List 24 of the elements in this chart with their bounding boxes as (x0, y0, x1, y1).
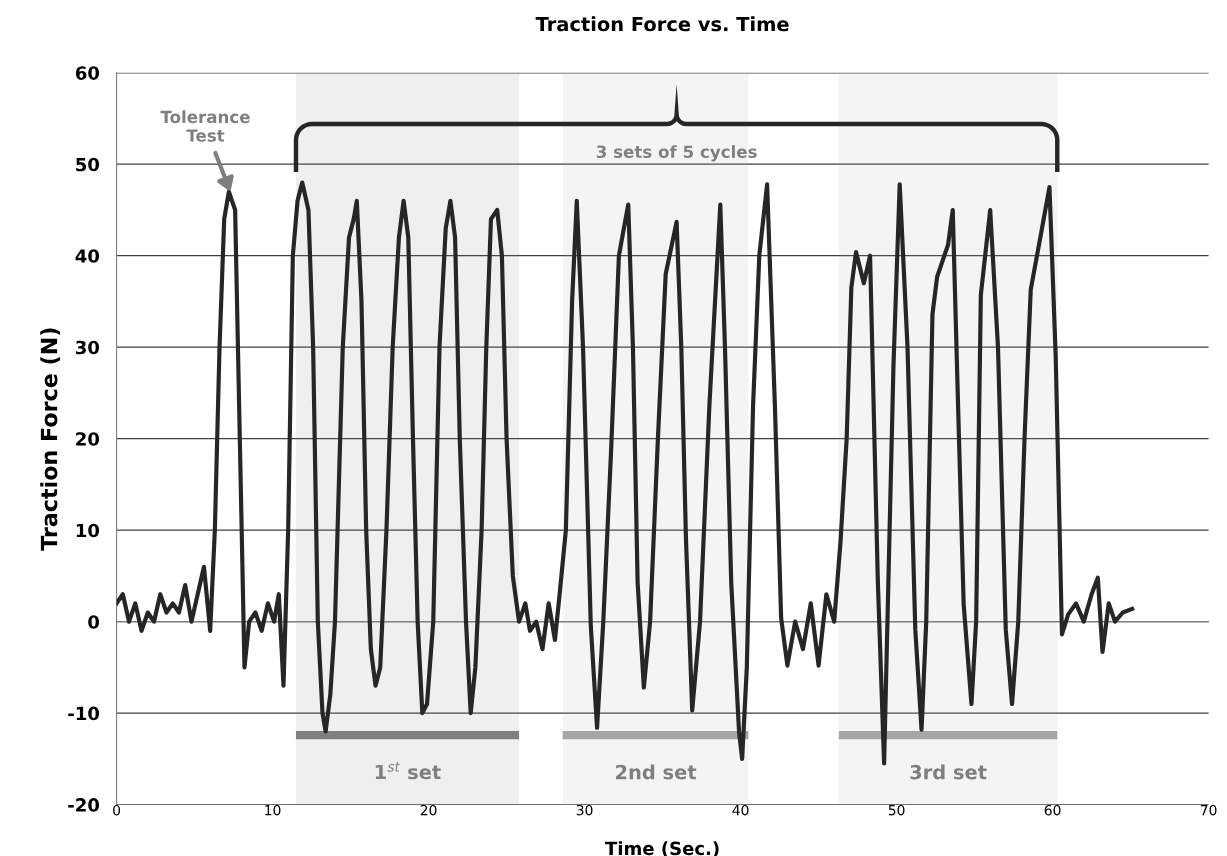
y-tick-label: 40 (75, 249, 100, 263)
y-tick-label: 60 (75, 66, 100, 80)
x-tick-label: 50 (888, 804, 905, 816)
y-tick-label: -20 (68, 798, 100, 812)
y-tick-label: 20 (76, 432, 100, 446)
band-label: 1$^{st}$ set (375, 762, 441, 780)
annotation: Tolerance Test (160, 110, 250, 142)
y-tick-label: 10 (76, 523, 100, 538)
x-tick-label: 60 (1044, 804, 1061, 816)
x-tick-label: 20 (420, 804, 437, 816)
x-tick-label: 40 (732, 804, 749, 816)
x-tick-label: 10 (265, 804, 281, 816)
x-tick-label: 30 (576, 804, 593, 816)
y-tick-label: 30 (75, 340, 100, 355)
x-tick-label: 70 (1200, 804, 1217, 816)
y-tick-label: -10 (68, 706, 100, 721)
chart-title: Traction Force vs. Time (535, 16, 789, 32)
annotation: 3 sets of 5 cycles (596, 145, 757, 162)
band-label: 2nd set (616, 764, 697, 780)
y-tick-label: 0 (88, 615, 100, 629)
y-tick-label: 50 (76, 157, 100, 172)
x-tick-label: 0 (113, 804, 121, 816)
y-axis-title: Traction Force (N) (40, 328, 61, 551)
band-label: 3rd set (910, 764, 987, 780)
